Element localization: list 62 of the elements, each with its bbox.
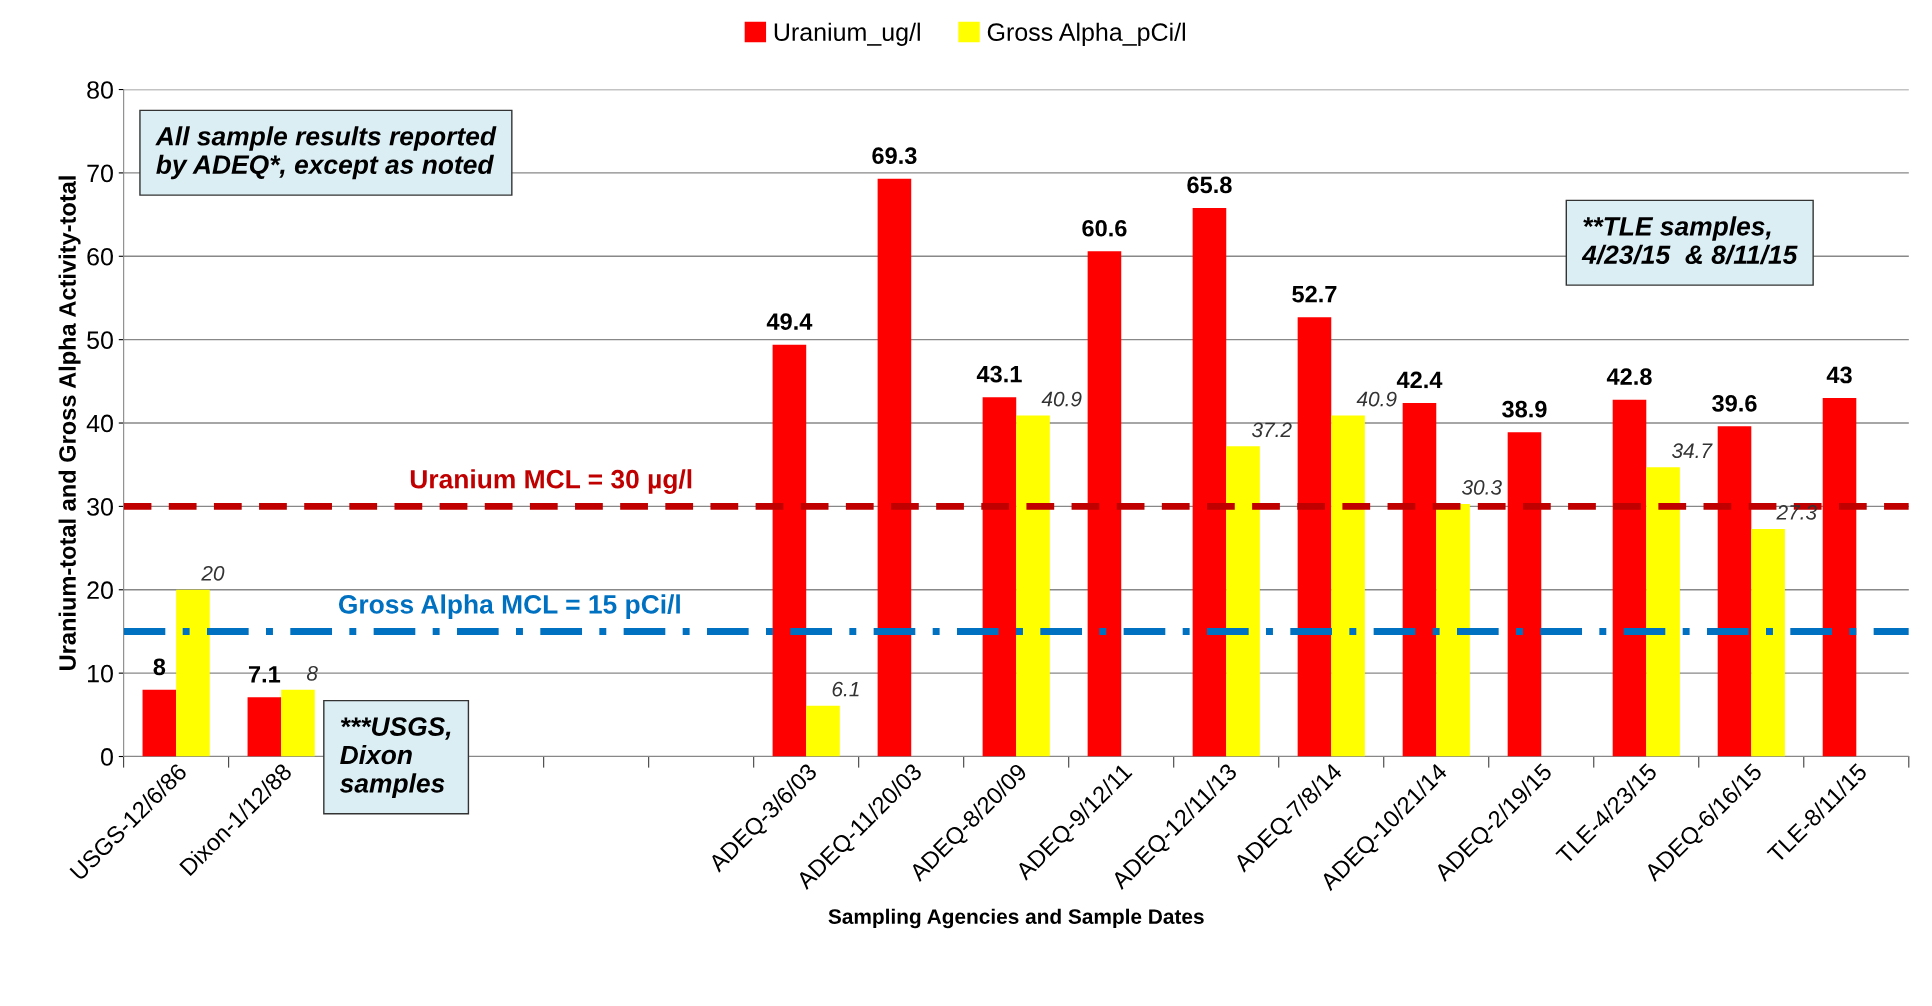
bar [1646, 467, 1680, 757]
data-label: 40.9 [1356, 391, 1397, 407]
bar [1087, 251, 1122, 757]
bar [982, 397, 1017, 757]
data-label: 8 [306, 665, 318, 681]
bar [247, 697, 282, 757]
data-label: 6.1 [832, 681, 859, 697]
bar [772, 344, 807, 757]
bar [1507, 432, 1542, 757]
data-label: 42.4 [1396, 371, 1443, 389]
data-label: 60.6 [1082, 219, 1127, 237]
data-label: 34.7 [1671, 443, 1713, 459]
data-label: 30.3 [1461, 480, 1502, 495]
data-label: 69.3 [872, 147, 917, 165]
bar [281, 689, 315, 757]
data-label: 52.7 [1292, 285, 1337, 303]
y-tick-label: 50 [87, 331, 113, 349]
data-label: 65.8 [1187, 176, 1232, 194]
data-label: 37.2 [1251, 422, 1292, 438]
data-label: 7.1 [248, 666, 281, 683]
bar [1717, 426, 1752, 757]
data-label: 39.6 [1712, 394, 1757, 412]
bar [1751, 528, 1785, 757]
data-label: 42.8 [1606, 368, 1652, 386]
bar [1226, 446, 1260, 757]
bar [176, 589, 210, 757]
y-tick-label: 40 [86, 414, 113, 433]
bar [1016, 415, 1050, 757]
bar [1331, 415, 1365, 757]
y-tick-label: 30 [87, 498, 113, 516]
y-tick-label: 80 [87, 81, 113, 99]
bar [877, 178, 912, 757]
y-tick-label: 0 [101, 748, 113, 766]
data-label: 20 [201, 565, 225, 581]
data-label: 43.1 [976, 365, 1022, 383]
data-label: 40.9 [1041, 391, 1082, 407]
bar [806, 705, 840, 757]
data-label: 8 [153, 658, 166, 676]
ref-line-label: Gross Alpha MCL = 15 pCi/l [338, 594, 680, 619]
annotation: ***USGS, Dixon samples [339, 717, 451, 798]
data-label: 38.9 [1502, 400, 1547, 418]
data-label: 49.4 [766, 313, 813, 330]
bar [1612, 399, 1647, 757]
legend-label: Gross Alpha_pCi/l [987, 22, 1185, 46]
y-tick-label: 60 [87, 247, 113, 266]
y-tick-label: 20 [87, 581, 113, 600]
data-label: 43 [1826, 366, 1852, 384]
bar [1297, 317, 1332, 757]
x-axis-title: Sampling Agencies and Sample Dates [828, 908, 1204, 929]
y-tick-label: 10 [88, 664, 113, 683]
legend-label: Uranium_ug/l [774, 22, 920, 46]
bar [1822, 398, 1857, 757]
data-label: 27.3 [1776, 505, 1817, 520]
bar [1192, 207, 1227, 757]
annotation: All sample results reported by ADEQ*, except as noted [155, 126, 497, 180]
annotation: **TLE samples, 4/23/15 & 8/11/15 [1581, 216, 1798, 265]
y-tick-label: 70 [87, 164, 113, 183]
y-axis-title: Uranium-total and Gross Alpha Activity-total [58, 176, 81, 670]
bar [1436, 503, 1470, 757]
bar [1402, 403, 1437, 757]
bar [142, 689, 177, 757]
ref-line-label: Uranium MCL = 30 µg/l [410, 469, 692, 494]
